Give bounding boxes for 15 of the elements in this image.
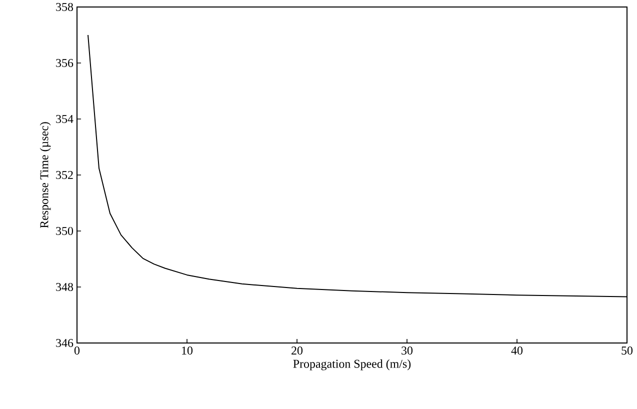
- x-tick-label: 30: [402, 346, 413, 355]
- x-tick-label: 10: [182, 346, 193, 355]
- x-tick-label: 40: [511, 346, 523, 355]
- x-axis-title: Propagation Speed (m/s): [293, 359, 411, 370]
- y-tick-label: 346: [56, 338, 74, 348]
- y-tick-label: 356: [56, 58, 74, 68]
- y-tick-label: 348: [56, 282, 74, 292]
- y-tick-label: 358: [56, 2, 74, 12]
- y-tick-label: 352: [56, 170, 73, 180]
- y-tick-label: 350: [56, 226, 74, 236]
- y-tick-label: 354: [56, 114, 74, 124]
- x-tick-label: 0: [74, 346, 80, 355]
- x-tick-label: 50: [622, 346, 633, 355]
- y-axis-title: Response Time (µsec): [40, 122, 51, 228]
- x-tick-label: 20: [292, 346, 303, 355]
